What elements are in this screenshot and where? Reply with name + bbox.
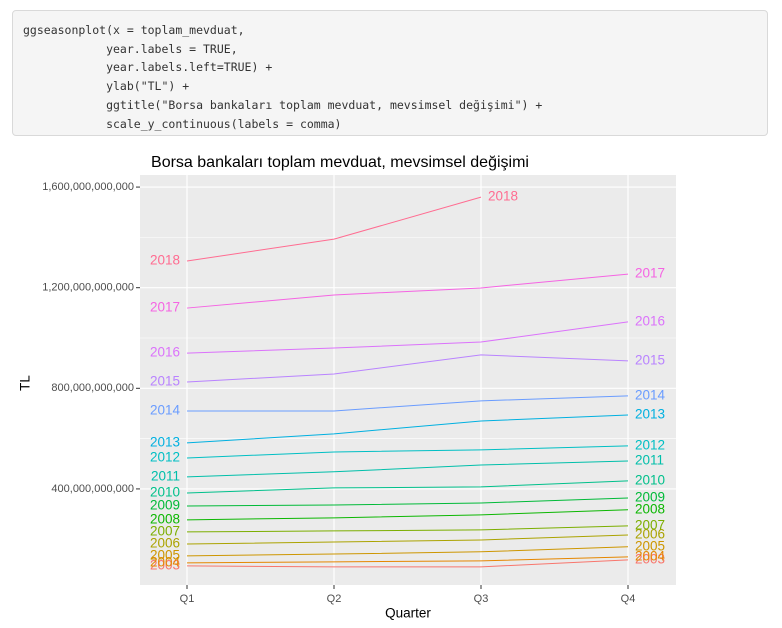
code: ggseasonplot(x = toplam_mevduat, year.la… xyxy=(23,21,767,133)
year-label-left: 2016 xyxy=(150,345,180,360)
series-line xyxy=(186,445,629,459)
code-block: ggseasonplot(x = toplam_mevduat, year.la… xyxy=(12,10,768,136)
series-line xyxy=(186,196,482,262)
year-label-right: 2004 xyxy=(635,548,666,563)
x-tick-label: Q3 xyxy=(474,593,489,605)
series-line xyxy=(187,395,629,412)
chart-title: Borsa bankaları toplam mevduat, mevsimse… xyxy=(151,154,529,171)
year-label-left: 2015 xyxy=(150,374,180,389)
series-line xyxy=(186,321,629,354)
x-tick-label: Q1 xyxy=(180,593,195,605)
year-label-left: 2005 xyxy=(150,547,180,562)
year-label-left: 2008 xyxy=(150,511,180,526)
series-line xyxy=(186,525,629,533)
y-tick-label: 1,600,000,000,000 xyxy=(42,181,134,193)
x-tick-label: Q2 xyxy=(327,593,342,605)
series-line xyxy=(186,480,629,494)
code-line: ggseasonplot(x = toplam_mevduat, xyxy=(23,23,245,37)
series-line xyxy=(186,497,629,507)
year-label-left: 2006 xyxy=(150,536,180,551)
year-label-right: 2006 xyxy=(635,527,665,542)
year-label-right: 2016 xyxy=(635,313,665,328)
series-line xyxy=(186,556,629,564)
year-label-left: 2004 xyxy=(150,554,181,569)
x-axis-label: Quarter xyxy=(385,606,431,621)
year-label-right: 2017 xyxy=(635,266,665,281)
year-label-right: 2003 xyxy=(635,551,665,566)
year-label-left: 2017 xyxy=(150,300,180,315)
series-line xyxy=(186,273,629,309)
year-label-left: 2018 xyxy=(150,253,180,268)
code-line: ggtitle("Borsa bankaları toplam mevduat,… xyxy=(23,97,543,112)
year-label-right: 2005 xyxy=(635,538,665,553)
series-line xyxy=(186,534,629,545)
x-tick-label: Q4 xyxy=(621,593,636,605)
year-label-left: 2003 xyxy=(150,557,180,572)
year-label-right: 2013 xyxy=(635,407,665,422)
year-label-right: 2010 xyxy=(635,472,665,487)
year-label-left: 2013 xyxy=(150,434,180,449)
chart: Borsa bankaları toplam mevduat, mevsimse… xyxy=(18,154,676,621)
y-tick-label: 400,000,000,000 xyxy=(51,483,134,495)
year-label-left: 2007 xyxy=(150,523,180,538)
year-label-left: 2010 xyxy=(150,485,180,500)
year-label-right: 2015 xyxy=(635,352,665,367)
series-line xyxy=(186,509,629,521)
year-label-left: 2014 xyxy=(150,403,181,418)
year-label-right: 2007 xyxy=(635,517,665,532)
year-label-left: 2009 xyxy=(150,498,180,513)
series-line xyxy=(186,414,629,444)
y-tick-label: 800,000,000,000 xyxy=(51,382,134,394)
year-label-right: 2014 xyxy=(635,387,666,402)
year-label-right: 2018 xyxy=(488,189,518,204)
series-line xyxy=(186,559,629,568)
code-line: ylab("TL") + xyxy=(23,79,190,94)
year-label-left: 2012 xyxy=(150,450,180,465)
y-axis-label: TL xyxy=(18,375,33,391)
code-line: year.labels = TRUE, xyxy=(23,41,238,56)
year-label-right: 2009 xyxy=(635,490,665,505)
code-line: year.labels.left=TRUE) + xyxy=(23,60,273,75)
series-line xyxy=(186,354,629,383)
year-label-right: 2011 xyxy=(635,453,664,468)
series-line xyxy=(186,546,629,557)
code-line: scale_y_continuous(labels = comma) xyxy=(23,116,342,131)
year-label-right: 2008 xyxy=(635,501,665,516)
year-label-right: 2012 xyxy=(635,437,665,452)
y-tick-label: 1,200,000,000,000 xyxy=(42,282,134,294)
year-label-left: 2011 xyxy=(151,468,180,483)
series-line xyxy=(186,460,629,478)
